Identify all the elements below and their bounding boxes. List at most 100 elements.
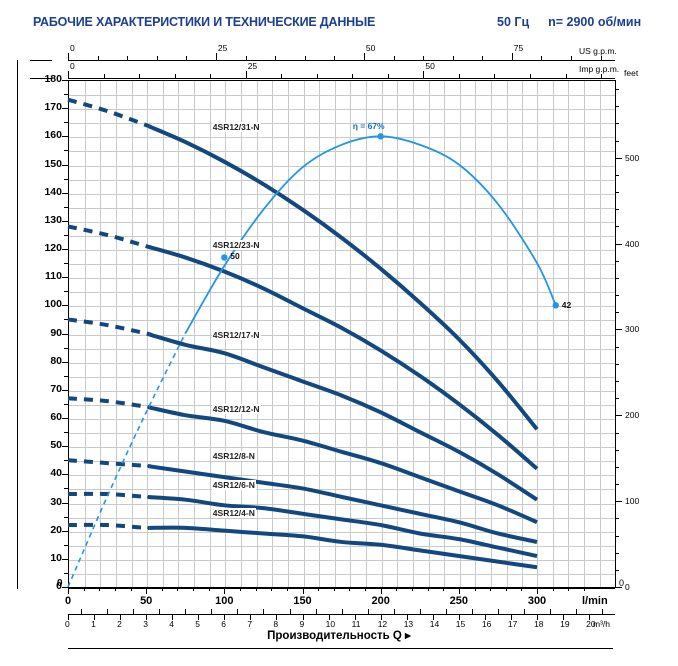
m3h-axis-tick (107, 609, 109, 614)
m3h-axis-tick (354, 614, 356, 620)
imp-gpm-axis-left-stub (30, 78, 52, 80)
us-gpm-axis-tick (156, 56, 158, 60)
curve-label-4SR12/23-N: 4SR12/23-N (211, 240, 261, 251)
m3h-axis-tick-label: 13 (403, 619, 414, 629)
y-axis-tick (62, 305, 68, 307)
gridline-horizontal (69, 123, 538, 125)
lmin-axis-tick (474, 587, 476, 591)
us-gpm-axis-tick (423, 56, 425, 60)
y-axis-tick-label: 10 (50, 551, 62, 564)
lmin-axis-tick (161, 587, 163, 591)
gridline-horizontal (537, 573, 615, 575)
us-gpm-axis-tick (334, 56, 336, 60)
m3h-axis-tick (185, 609, 187, 614)
us-gpm-axis-tick (363, 53, 365, 60)
y-axis-tick-label: 130 (44, 213, 62, 226)
m3h-axis-tick-label: 17 (507, 619, 518, 629)
gridline-horizontal (69, 221, 538, 223)
gridline-horizontal (537, 179, 615, 181)
lmin-axis-tick-label: 100 (215, 595, 234, 607)
gridline-horizontal (537, 447, 615, 449)
feet-axis-tick-label: 500 (625, 152, 640, 163)
us-gpm-axis-unit-label: US g.p.m. (579, 46, 617, 56)
m3h-axis-tick (68, 614, 69, 620)
m3h-axis-tick-label: 11 (351, 619, 361, 629)
feet-axis-tick (615, 174, 619, 176)
y-axis-tick (64, 319, 68, 321)
lmin-axis-tick-label: 250 (449, 595, 468, 607)
m3h-axis-tick (341, 609, 343, 614)
y-axis-tick (62, 220, 68, 222)
gridline-horizontal (69, 306, 538, 308)
gridline-horizontal (537, 503, 615, 505)
feet-axis-tick (615, 569, 619, 571)
m3h-axis-tick (524, 609, 525, 614)
us-gpm-axis-tick (186, 56, 188, 60)
lmin-axis-tick (505, 587, 507, 591)
gridline-horizontal (537, 264, 615, 266)
m3h-axis-tick (289, 609, 291, 614)
y-axis-tick-label: 160 (44, 129, 62, 142)
m3h-axis-tick (406, 614, 408, 620)
us-gpm-axis-tick (97, 56, 99, 60)
y-axis-tick (64, 178, 68, 180)
y-axis-tick-label: 0 (56, 580, 62, 592)
m3h-axis-tick (159, 609, 161, 614)
feet-axis-origin-label: 0 (619, 578, 625, 588)
m3h-axis-tick (563, 614, 565, 620)
gridline-horizontal (537, 123, 615, 125)
gridline-horizontal (69, 419, 538, 420)
gridline-horizontal (537, 109, 615, 111)
imp-gpm-axis-tick (601, 74, 602, 78)
feet-axis-tick-label: 100 (625, 496, 640, 507)
m3h-axis-tick (133, 609, 135, 614)
lmin-axis-tick (583, 587, 585, 591)
y-axis-tick (64, 460, 68, 462)
y-axis-tick (64, 403, 68, 405)
feet-axis-tick (615, 89, 619, 91)
m3h-axis-tick (602, 609, 604, 614)
gridline-horizontal (537, 517, 615, 519)
lmin-axis-tick (521, 587, 523, 591)
m3h-axis-tick (263, 609, 265, 614)
imp-gpm-axis-tick-label: 0 (70, 61, 75, 71)
y-axis-tick (64, 206, 68, 208)
feet-axis-unit-label: feet (624, 68, 639, 78)
feet-axis-tick (615, 432, 619, 434)
lmin-axis-tick (411, 587, 413, 591)
plot-gridlines (69, 81, 538, 588)
lmin-axis-tick (333, 587, 335, 591)
m3h-axis-tick (367, 609, 369, 614)
m3h-axis-tick-label: 0 (65, 619, 70, 629)
us-gpm-axis-tick (452, 56, 454, 60)
m3h-axis-tick-label: 1 (91, 619, 96, 629)
imp-gpm-axis-tick-label: 50 (425, 61, 435, 71)
lmin-axis-tick (114, 587, 116, 591)
us-gpm-axis-tick (245, 56, 247, 60)
gridline-horizontal (69, 517, 538, 519)
feet-axis-tick (615, 295, 619, 297)
feet-axis-tick (615, 157, 622, 159)
gridline-horizontal (69, 433, 538, 435)
y-axis-tick-label: 30 (50, 495, 62, 508)
m3h-axis-tick-label: 10 (325, 619, 336, 629)
y-axis-tick (62, 446, 68, 448)
feet-axis-tick (615, 329, 622, 331)
y-axis-tick (62, 277, 68, 279)
y-axis-tick (64, 488, 68, 490)
gridline-horizontal (69, 573, 538, 575)
m3h-axis-tick-label: 18 (534, 619, 544, 629)
lmin-axis-tick-label: 150 (293, 595, 312, 607)
imp-gpm-axis-tick (530, 74, 531, 78)
feet-axis-tick (615, 518, 619, 520)
m3h-axis-tick (445, 609, 447, 614)
gridline-horizontal (69, 390, 538, 392)
lmin-axis-tick (68, 587, 69, 594)
y-axis-tick (64, 432, 68, 434)
curve-label-4SR12/8-N: 4SR12/8-N (211, 451, 256, 462)
m3h-axis-tick-label: 16 (481, 619, 492, 629)
lmin-axis-tick-label: 200 (371, 595, 390, 607)
feet-axis-tick (615, 484, 619, 485)
plot-area (68, 80, 538, 589)
gridline-horizontal (537, 362, 615, 364)
